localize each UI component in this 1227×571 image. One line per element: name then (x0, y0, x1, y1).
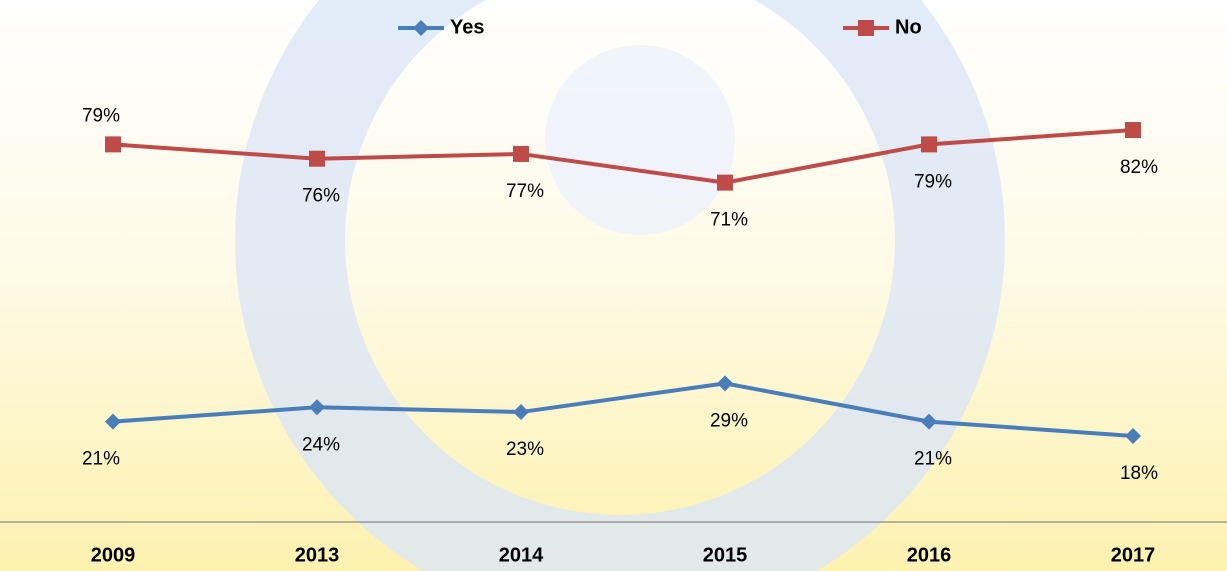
data-label: 79% (82, 105, 120, 126)
x-tick-label: 2016 (907, 544, 952, 566)
chart: Yes No 21% 24% 23% 29% 21% 18% 79% 76% 77% 71% 79% 8… (0, 0, 1227, 571)
marker (105, 136, 121, 152)
x-tick-label: 2015 (703, 544, 748, 566)
x-tick-label: 2013 (295, 544, 340, 566)
data-label: 77% (506, 181, 544, 202)
marker (717, 175, 733, 191)
data-label: 23% (506, 439, 544, 460)
legend-label: No (895, 16, 922, 38)
marker (513, 146, 529, 162)
marker (1125, 122, 1141, 138)
data-label: 18% (1120, 463, 1158, 484)
legend-label: Yes (450, 16, 484, 38)
x-tick-label: 2017 (1111, 544, 1156, 566)
data-label: 71% (710, 210, 748, 231)
data-label: 21% (914, 449, 952, 470)
data-label: 24% (302, 434, 340, 455)
data-label: 29% (710, 410, 748, 431)
marker (858, 20, 874, 36)
x-tick-label: 2009 (91, 544, 136, 566)
marker (921, 136, 937, 152)
watermark (545, 45, 735, 235)
data-label: 21% (82, 449, 120, 470)
data-label: 76% (302, 186, 340, 207)
data-label: 79% (914, 171, 952, 192)
x-tick-label: 2014 (499, 544, 544, 566)
data-label: 82% (1120, 157, 1158, 178)
marker (309, 151, 325, 167)
